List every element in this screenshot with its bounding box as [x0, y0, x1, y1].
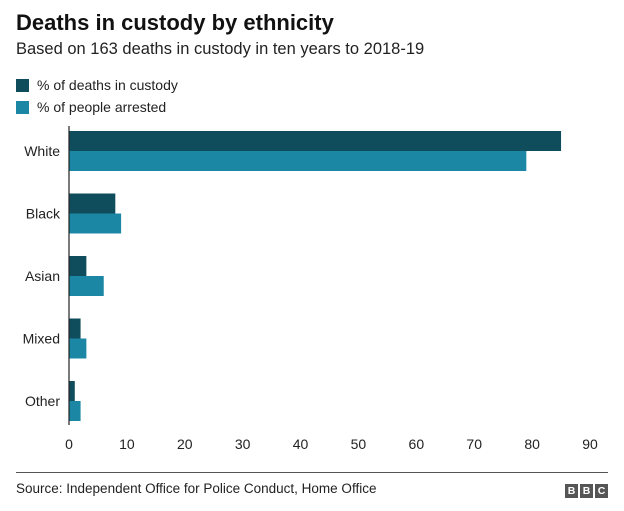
- bar-arrested-asian: [69, 276, 104, 296]
- category-label-black: Black: [26, 206, 61, 222]
- x-tick-label: 20: [177, 436, 193, 452]
- bbc-logo-letter: B: [580, 484, 593, 498]
- x-tick-label: 70: [466, 436, 482, 452]
- x-tick-label: 80: [524, 436, 540, 452]
- bar-deaths-black: [69, 193, 116, 214]
- bar-deaths-other: [69, 381, 75, 401]
- x-tick-label: 50: [351, 436, 367, 452]
- legend-swatch-deaths: [16, 78, 29, 92]
- legend-item-arrested: % of people arrested: [16, 96, 178, 118]
- legend-label-deaths: % of deaths in custody: [37, 77, 178, 93]
- bbc-logo-letter: B: [565, 484, 578, 498]
- footer-divider: [16, 472, 608, 473]
- category-label-white: White: [24, 143, 60, 159]
- bbc-logo: B B C: [565, 484, 608, 498]
- bar-deaths-asian: [69, 256, 87, 276]
- bar-deaths-mixed: [69, 318, 81, 339]
- x-tick-label: 60: [409, 436, 425, 452]
- legend-swatch-arrested: [16, 100, 29, 114]
- x-tick-label: 0: [65, 436, 73, 452]
- category-label-asian: Asian: [25, 268, 60, 284]
- x-tick-label: 10: [119, 436, 135, 452]
- chart-legend: % of deaths in custody % of people arres…: [16, 74, 178, 118]
- bar-arrested-white: [69, 151, 527, 171]
- legend-item-deaths: % of deaths in custody: [16, 74, 178, 96]
- category-label-mixed: Mixed: [23, 331, 60, 347]
- category-label-other: Other: [25, 393, 60, 409]
- x-tick-label: 30: [235, 436, 251, 452]
- x-tick-label: 40: [293, 436, 309, 452]
- source-note: Source: Independent Office for Police Co…: [16, 481, 377, 496]
- bar-arrested-mixed: [69, 338, 87, 359]
- bar-arrested-other: [69, 401, 81, 421]
- chart-subtitle: Based on 163 deaths in custody in ten ye…: [16, 40, 425, 58]
- legend-label-arrested: % of people arrested: [37, 99, 167, 115]
- bar-arrested-black: [69, 213, 122, 234]
- bbc-logo-letter: C: [595, 484, 608, 498]
- x-tick-label: 90: [582, 436, 598, 452]
- chart-title: Deaths in custody by ethnicity: [16, 10, 334, 35]
- bar-deaths-white: [69, 131, 562, 151]
